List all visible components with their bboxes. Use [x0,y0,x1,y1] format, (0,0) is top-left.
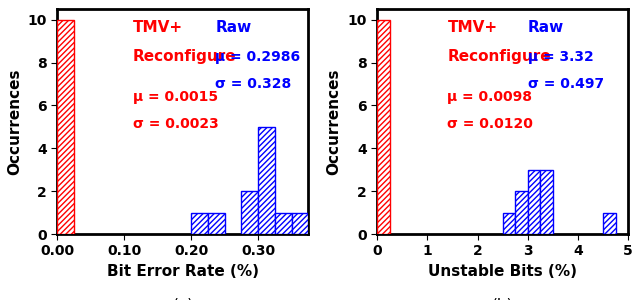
Bar [191,213,208,234]
Bar [292,213,308,234]
Bar [377,20,390,234]
Text: μ = 0.0015: μ = 0.0015 [132,90,218,104]
Text: σ = 0.0120: σ = 0.0120 [447,117,533,131]
Bar [241,191,258,234]
Bar [502,213,515,234]
Bar [603,213,616,234]
Bar [528,170,540,234]
Text: Raw: Raw [216,20,252,35]
Text: Reconfigure: Reconfigure [447,50,551,64]
Bar [258,127,275,234]
Text: Raw: Raw [528,20,564,35]
Text: μ = 0.0098: μ = 0.0098 [447,90,532,104]
Bar [58,20,74,234]
Text: (b): (b) [492,297,513,300]
Text: (a): (a) [172,297,193,300]
Text: σ = 0.328: σ = 0.328 [216,76,292,91]
Y-axis label: Occurrences: Occurrences [7,68,22,175]
Text: μ = 3.32: μ = 3.32 [528,50,593,64]
Text: μ = 0.2986: μ = 0.2986 [216,50,301,64]
Bar [540,170,553,234]
Text: Reconfigure: Reconfigure [132,50,236,64]
Text: TMV+: TMV+ [447,20,497,35]
Text: σ = 0.0023: σ = 0.0023 [132,117,218,131]
Bar [208,213,225,234]
Bar [515,191,528,234]
Y-axis label: Occurrences: Occurrences [327,68,342,175]
Text: σ = 0.497: σ = 0.497 [528,76,604,91]
Text: TMV+: TMV+ [132,20,183,35]
Bar [275,213,292,234]
X-axis label: Bit Error Rate (%): Bit Error Rate (%) [107,264,259,279]
X-axis label: Unstable Bits (%): Unstable Bits (%) [428,264,577,279]
